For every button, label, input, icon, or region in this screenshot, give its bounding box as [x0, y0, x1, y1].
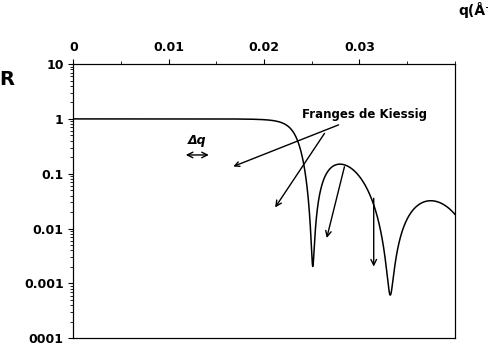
X-axis label: q(Å⁻¹): q(Å⁻¹): [457, 2, 488, 18]
Text: Franges de Kiessig: Franges de Kiessig: [234, 108, 427, 166]
Y-axis label: R: R: [0, 69, 15, 89]
Text: Δq: Δq: [187, 134, 206, 147]
